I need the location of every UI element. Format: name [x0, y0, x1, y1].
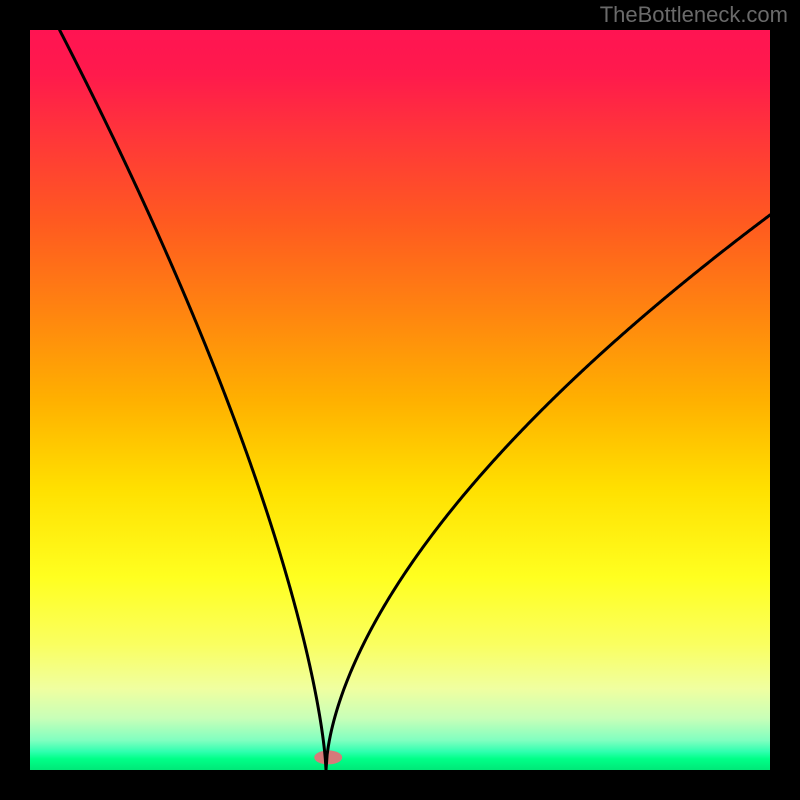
chart-container: TheBottleneck.com — [0, 0, 800, 800]
bottleneck-chart — [0, 0, 800, 800]
watermark-text: TheBottleneck.com — [600, 2, 788, 28]
plot-background-gradient — [30, 30, 770, 770]
